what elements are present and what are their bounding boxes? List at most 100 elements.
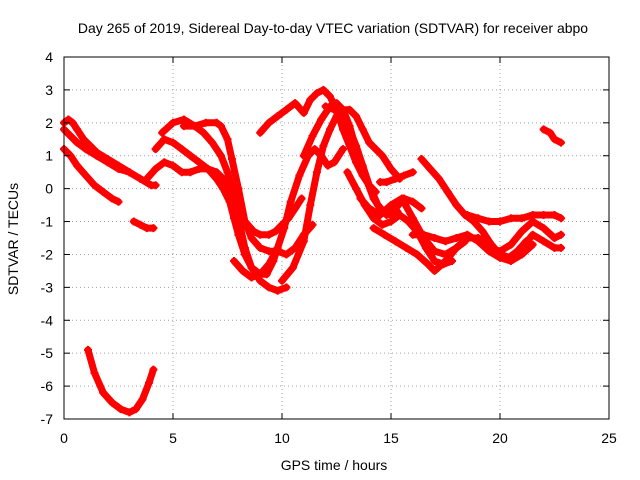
data-point bbox=[326, 125, 334, 134]
data-point bbox=[179, 122, 188, 131]
data-point bbox=[223, 135, 232, 144]
data-point bbox=[369, 224, 378, 233]
data-point bbox=[339, 145, 347, 154]
data-point bbox=[297, 194, 306, 203]
data-point bbox=[116, 405, 125, 414]
data-point bbox=[199, 128, 208, 137]
data-point bbox=[408, 197, 417, 206]
data-point bbox=[90, 181, 99, 190]
series-line bbox=[60, 125, 133, 176]
data-point bbox=[264, 260, 273, 269]
data-point bbox=[227, 155, 236, 163]
x-tick-label: 10 bbox=[274, 430, 290, 446]
data-point bbox=[408, 214, 417, 223]
data-point bbox=[190, 122, 199, 131]
data-point bbox=[136, 220, 145, 229]
x-tick-label: 20 bbox=[492, 430, 508, 446]
data-point bbox=[356, 194, 365, 203]
data-point bbox=[299, 237, 308, 246]
data-point bbox=[402, 243, 411, 252]
data-point bbox=[352, 112, 361, 121]
data-point bbox=[557, 138, 565, 147]
data-point bbox=[452, 201, 461, 210]
data-point bbox=[149, 224, 158, 233]
data-point bbox=[90, 368, 99, 377]
data-series bbox=[539, 125, 565, 147]
x-tick-label: 25 bbox=[601, 430, 617, 446]
data-point bbox=[387, 164, 395, 173]
data-point bbox=[158, 128, 167, 137]
data-point bbox=[81, 171, 90, 180]
data-point bbox=[312, 168, 321, 177]
data-point bbox=[371, 145, 380, 154]
data-point bbox=[557, 214, 565, 223]
data-point bbox=[299, 151, 308, 160]
data-point bbox=[485, 243, 494, 252]
y-tick-label: -2 bbox=[41, 246, 54, 262]
data-point bbox=[169, 161, 177, 170]
data-point bbox=[426, 164, 435, 173]
data-series bbox=[230, 145, 347, 282]
data-point bbox=[369, 214, 378, 223]
data-point bbox=[395, 211, 404, 219]
data-point bbox=[397, 194, 406, 203]
data-point bbox=[273, 243, 282, 252]
y-tick-label: -1 bbox=[41, 214, 54, 230]
data-point bbox=[539, 224, 548, 233]
y-tick-label: 2 bbox=[45, 115, 53, 131]
data-point bbox=[169, 138, 177, 147]
data-point bbox=[68, 118, 77, 127]
y-tick-label: 4 bbox=[45, 49, 53, 65]
data-point bbox=[441, 257, 450, 265]
data-point bbox=[66, 132, 75, 140]
data-point bbox=[478, 227, 487, 236]
data-point bbox=[319, 141, 328, 150]
data-point bbox=[539, 211, 548, 219]
data-point bbox=[345, 125, 354, 134]
y-tick-label: -4 bbox=[41, 312, 54, 328]
data-series bbox=[485, 217, 565, 256]
data-point bbox=[195, 158, 204, 167]
data-point bbox=[443, 187, 452, 196]
data-point bbox=[212, 174, 221, 183]
data-point bbox=[539, 125, 548, 134]
data-point bbox=[365, 204, 374, 213]
data-point bbox=[73, 161, 82, 170]
data-point bbox=[264, 118, 273, 127]
data-point bbox=[452, 243, 461, 252]
data-point bbox=[321, 102, 330, 111]
data-point bbox=[99, 187, 108, 196]
data-point bbox=[79, 135, 88, 144]
data-point bbox=[234, 184, 243, 193]
data-point bbox=[64, 115, 73, 124]
data-point bbox=[528, 240, 537, 249]
data-point bbox=[557, 230, 565, 239]
data-point bbox=[129, 217, 138, 226]
data-point bbox=[230, 214, 238, 223]
data-point bbox=[73, 125, 82, 134]
data-point bbox=[273, 112, 282, 121]
data-point bbox=[108, 398, 116, 407]
series-line bbox=[463, 211, 565, 225]
data-point bbox=[539, 237, 548, 246]
data-point bbox=[330, 158, 339, 167]
data-point bbox=[382, 178, 391, 187]
data-point bbox=[463, 230, 472, 239]
data-point bbox=[430, 257, 439, 265]
axis-ticks bbox=[63, 56, 610, 420]
data-point bbox=[286, 197, 295, 206]
data-point bbox=[330, 105, 339, 114]
data-point bbox=[528, 230, 537, 239]
data-point bbox=[291, 99, 300, 108]
data-point bbox=[319, 85, 328, 94]
data-point bbox=[256, 270, 265, 279]
plot-area bbox=[60, 85, 565, 417]
data-point bbox=[177, 168, 186, 177]
data-point bbox=[212, 118, 221, 127]
data-point bbox=[306, 201, 315, 210]
data-point bbox=[550, 234, 559, 242]
data-point bbox=[230, 257, 238, 265]
data-point bbox=[225, 197, 234, 206]
data-point bbox=[391, 237, 400, 246]
data-point bbox=[517, 243, 526, 252]
